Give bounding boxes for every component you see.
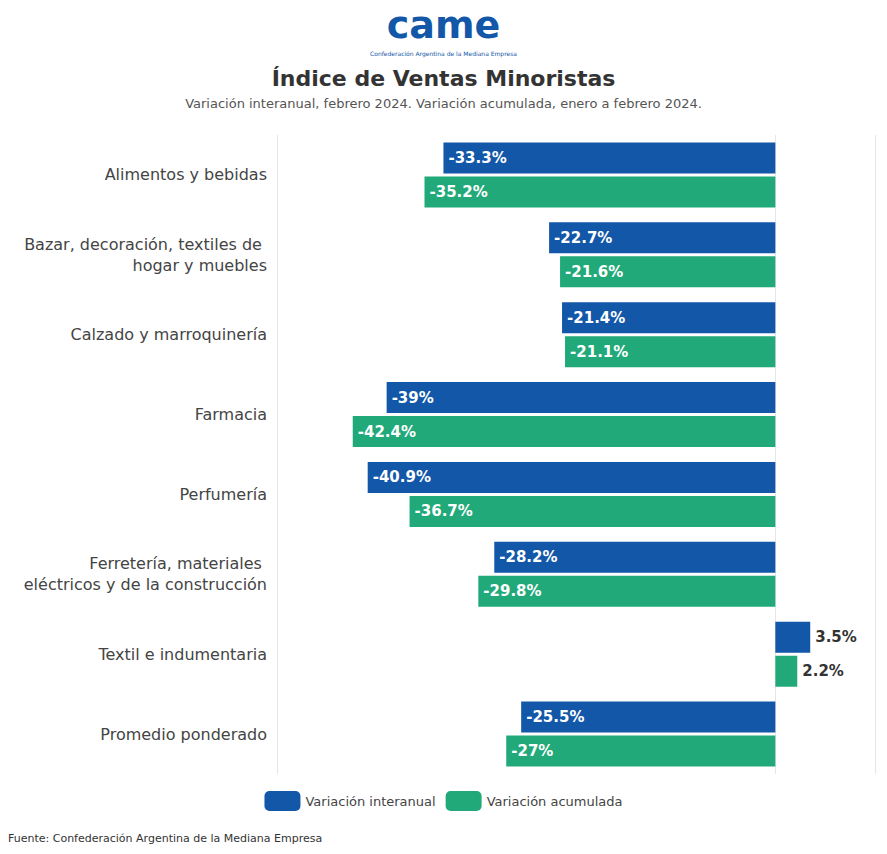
svg-text:-42.4%: -42.4% [358, 423, 416, 441]
svg-text:-22.7%: -22.7% [554, 229, 612, 247]
svg-text:Promedio ponderado: Promedio ponderado [100, 725, 267, 744]
svg-text:-27%: -27% [511, 742, 553, 760]
svg-text:-39%: -39% [392, 389, 434, 407]
svg-text:Variación interanual: Variación interanual [305, 794, 435, 809]
svg-text:Bazar, decoración, textiles de: Bazar, decoración, textiles de [24, 235, 267, 254]
svg-text:-25.5%: -25.5% [526, 708, 584, 726]
svg-text:Calzado y marroquinería: Calzado y marroquinería [71, 325, 267, 344]
svg-text:Textil e indumentaria: Textil e indumentaria [97, 645, 267, 664]
svg-text:-40.9%: -40.9% [373, 468, 431, 486]
svg-text:-36.7%: -36.7% [415, 502, 473, 520]
svg-text:Índice de Ventas Minoristas: Índice de Ventas Minoristas [272, 66, 616, 91]
svg-text:Farmacia: Farmacia [195, 405, 267, 424]
svg-text:2.2%: 2.2% [802, 662, 844, 680]
svg-text:-35.2%: -35.2% [430, 183, 488, 201]
svg-text:Fuente: Confederación Argentin: Fuente: Confederación Argentina de la Me… [8, 832, 322, 845]
svg-text:Perfumería: Perfumería [179, 485, 267, 504]
svg-text:came: came [387, 3, 501, 47]
svg-text:eléctricos y de la construcció: eléctricos y de la construcción [24, 575, 267, 594]
svg-text:Confederación Argentina de la: Confederación Argentina de la Mediana Em… [370, 50, 517, 58]
svg-text:Variación acumulada: Variación acumulada [487, 794, 623, 809]
svg-text:-21.1%: -21.1% [570, 343, 628, 361]
svg-text:Ferretería, materiales: Ferretería, materiales [89, 554, 267, 573]
svg-text:-33.3%: -33.3% [448, 149, 506, 167]
svg-text:-28.2%: -28.2% [499, 548, 557, 566]
svg-text:3.5%: 3.5% [815, 628, 857, 646]
svg-text:-21.4%: -21.4% [567, 309, 625, 327]
svg-text:-21.6%: -21.6% [565, 263, 623, 281]
svg-text:hogar y muebles: hogar y muebles [133, 256, 267, 275]
svg-text:-29.8%: -29.8% [483, 582, 541, 600]
svg-text:Variación interanual, febrero: Variación interanual, febrero 2024. Vari… [185, 96, 702, 111]
svg-text:Alimentos y bebidas: Alimentos y bebidas [105, 165, 267, 184]
